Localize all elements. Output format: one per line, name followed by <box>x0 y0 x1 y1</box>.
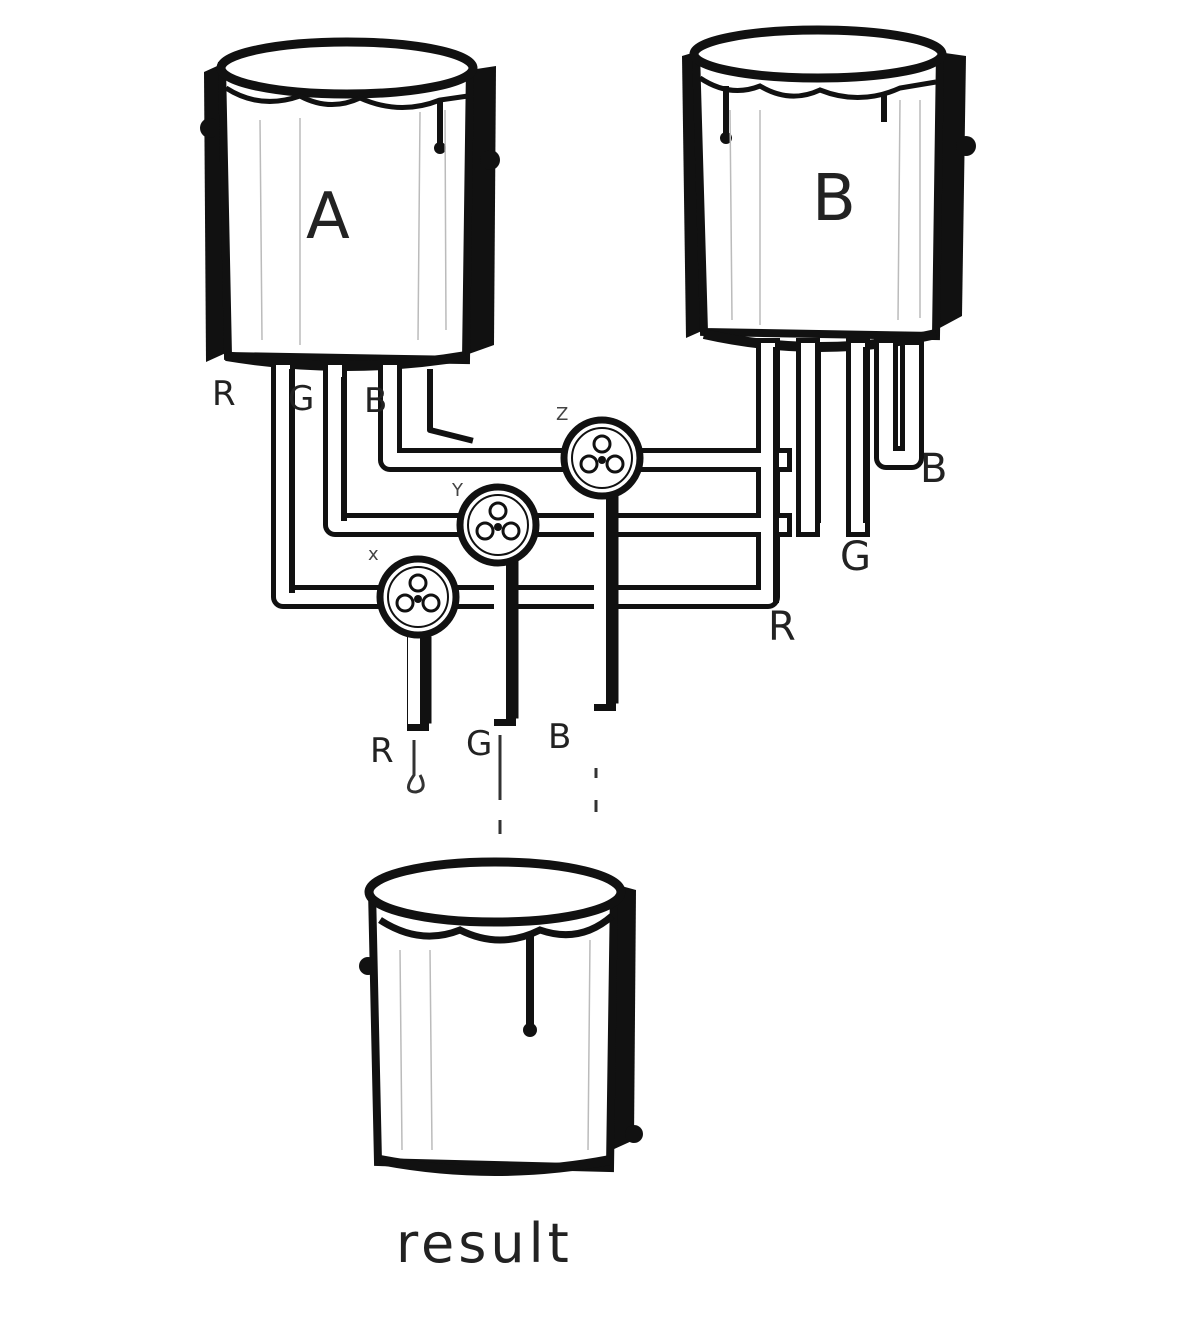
outlet-label-g: G <box>466 724 492 764</box>
bucket-b: B <box>682 25 976 352</box>
pipe-network <box>271 338 924 731</box>
result-caption: result <box>396 1212 573 1275</box>
valve-z <box>564 420 640 496</box>
pipe-label-b-r: R <box>768 604 796 650</box>
paint-drips <box>407 735 598 834</box>
valve-x <box>380 559 456 635</box>
bucket-a-label: A <box>306 180 350 254</box>
bucket-b-label: B <box>812 162 856 236</box>
pipe-label-a-g: G <box>288 379 314 419</box>
outlet-label-b: B <box>548 717 571 757</box>
valve-label-z: Z <box>556 404 568 425</box>
pipe-label-b-g: G <box>840 534 871 580</box>
valve-label-x: x <box>368 544 379 565</box>
valve-y <box>460 487 536 563</box>
outlet-label-r: R <box>370 731 394 771</box>
bucket-a: A <box>200 37 500 371</box>
pipe-label-a-b: B <box>364 381 387 421</box>
valve-label-y: Y <box>451 480 464 501</box>
bucket-result <box>359 857 643 1176</box>
pipe-label-a-r: R <box>212 374 236 414</box>
pipe-label-b-b: B <box>920 446 947 492</box>
